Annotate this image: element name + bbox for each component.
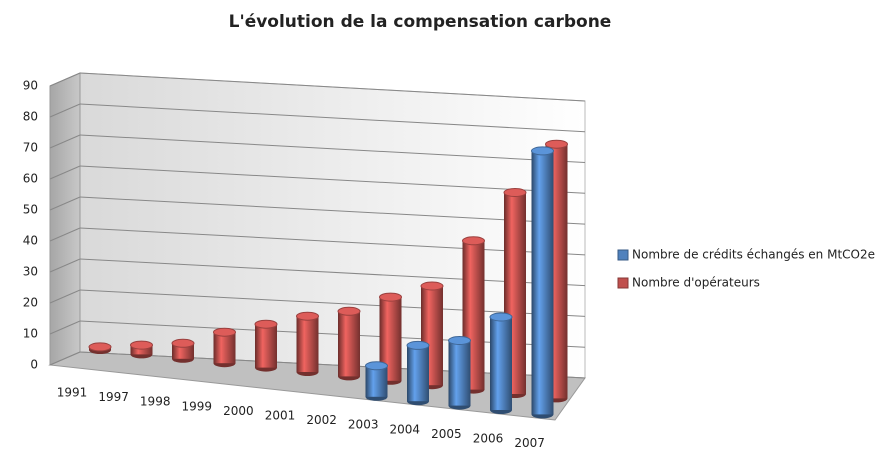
bar (171, 338, 195, 363)
x-tick-label: 2000 (223, 404, 254, 418)
bar-top (489, 312, 513, 322)
x-tick-label: 2004 (390, 422, 421, 436)
legend-label: Nombre de crédits échangés en MtCO2e (632, 248, 875, 262)
bar-top (420, 281, 444, 291)
bar-body (130, 345, 153, 355)
bar-top (531, 146, 554, 156)
grid-line (79, 134, 586, 164)
y-tick-label: 40 (23, 234, 38, 248)
x-tick-label: 2001 (265, 409, 296, 423)
bar-body (407, 345, 429, 402)
grid-line (79, 289, 586, 317)
x-tick-label: 1997 (98, 390, 129, 404)
y-tick-label: 0 (30, 358, 38, 372)
bar (337, 306, 361, 381)
bar-body (338, 311, 360, 377)
bar-body (531, 150, 554, 415)
grid-line-side (49, 103, 81, 118)
grid-line (79, 227, 586, 256)
bar (448, 336, 471, 410)
grid-line-side (49, 351, 81, 366)
y-tick-label: 50 (23, 203, 38, 217)
bar-top (365, 361, 388, 371)
grid-line-side (49, 320, 81, 335)
grid-line (79, 165, 586, 194)
y-tick-label: 70 (23, 141, 38, 155)
bar-body (255, 324, 277, 368)
y-tick-label: 80 (23, 110, 38, 124)
bar-body (296, 316, 319, 372)
grid-line (79, 258, 586, 287)
bar-top (503, 188, 527, 197)
grid-line (79, 196, 586, 225)
grid-line (79, 72, 586, 102)
x-tick-label: 2006 (473, 432, 504, 446)
bar-top (406, 340, 430, 350)
y-tick-label: 60 (23, 172, 38, 186)
x-tick-label: 1999 (182, 399, 213, 413)
bar-top (379, 292, 402, 302)
bar-top (254, 319, 278, 329)
bar (531, 146, 554, 419)
grid-line-side (49, 72, 81, 87)
bar-body (365, 365, 388, 397)
x-tick-label: 2003 (348, 418, 379, 432)
bar-body (379, 297, 402, 381)
side-wall (49, 72, 81, 366)
legend-label: Nombre d'opérateurs (632, 276, 760, 290)
bar (365, 361, 388, 401)
bar-top (462, 236, 485, 246)
grid-line (79, 103, 586, 133)
bar-top (171, 338, 195, 348)
y-tick-label: 90 (23, 79, 38, 93)
x-tick-label: 1998 (140, 395, 171, 409)
grid-line-side (49, 196, 81, 211)
bar-top (88, 342, 112, 352)
bar (88, 342, 112, 354)
bar-top (130, 340, 153, 350)
x-tick-label: 1991 (57, 386, 88, 400)
x-tick-label: 2005 (431, 427, 462, 441)
legend-swatch (617, 249, 629, 261)
bar (489, 312, 513, 414)
bar-body (490, 317, 512, 410)
bar-body (448, 340, 471, 406)
bar-top (545, 139, 568, 149)
bar-top (213, 327, 236, 337)
bar (213, 327, 236, 368)
bar-top (337, 306, 361, 316)
y-tick-label: 20 (23, 296, 38, 310)
x-tick-label: 2007 (514, 436, 545, 450)
grid-line-side (49, 289, 81, 304)
y-tick-label: 10 (23, 327, 38, 341)
grid-line-side (49, 134, 81, 149)
bar (254, 319, 278, 372)
bar-top (296, 311, 319, 321)
grid-line-side (49, 165, 81, 180)
chart-title: L'évolution de la compensation carbone (229, 12, 612, 32)
grid-line-side (49, 227, 81, 242)
bar-top (448, 336, 471, 345)
x-tick-label: 2002 (306, 413, 337, 427)
grid-line-side (49, 258, 81, 273)
bar-body (213, 332, 236, 364)
bar (130, 340, 153, 359)
y-tick-label: 30 (23, 265, 38, 279)
bar (406, 340, 430, 406)
legend-swatch (617, 277, 629, 289)
bar (296, 311, 319, 376)
